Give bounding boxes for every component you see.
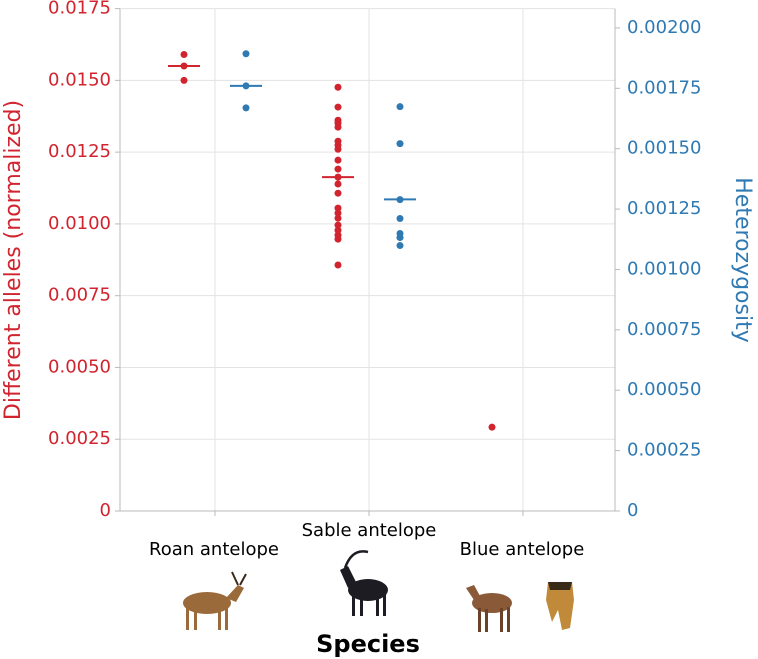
data-point [334, 145, 342, 153]
data-point [242, 50, 250, 58]
y-tick-label: 0.0125 [48, 141, 111, 162]
data-point [334, 83, 342, 91]
y2-tick-label: 0.00025 [627, 440, 701, 461]
y2-tick-label: 0.00100 [627, 258, 701, 279]
y-tick-label: 0.0025 [48, 428, 111, 449]
data-point [334, 180, 342, 188]
x-tick-label: Blue antelope [460, 539, 585, 560]
data-point [488, 423, 496, 431]
data-point [334, 103, 342, 111]
y-tick-label: 0.0150 [48, 69, 111, 90]
y-tick-label: 0 [100, 500, 111, 521]
x-axis-title: Species [316, 630, 420, 658]
data-point [242, 104, 250, 112]
y-tick-label: 0.0175 [48, 0, 111, 19]
y-tick-label: 0.0050 [48, 356, 111, 377]
y2-axis-title: Heterozygosity [730, 177, 755, 342]
data-point [396, 103, 404, 111]
data-point [334, 235, 342, 243]
y2-tick-label: 0.00175 [627, 77, 701, 98]
data-point [334, 209, 342, 217]
data-point [334, 221, 342, 229]
data-point [334, 165, 342, 173]
y2-tick-label: 0.00050 [627, 379, 701, 400]
data-point [334, 156, 342, 164]
data-point [334, 214, 342, 222]
y2-tick-label: 0 [627, 500, 638, 521]
y-tick-label: 0.0100 [48, 213, 111, 234]
y2-tick-label: 0.00075 [627, 319, 701, 340]
blue-antelope-image [466, 582, 574, 632]
y2-tick-label: 0.00150 [627, 138, 701, 159]
data-point [396, 214, 404, 222]
x-tick-label: Roan antelope [149, 539, 279, 560]
y-axis-title: Different alleles (normalized) [1, 100, 26, 420]
data-point [396, 234, 404, 242]
data-point [334, 123, 342, 131]
data-point [180, 51, 188, 59]
sable-antelope-image [340, 550, 388, 616]
data-point [334, 261, 342, 269]
data-point [334, 226, 342, 234]
data-point [180, 76, 188, 84]
data-point [334, 189, 342, 197]
data-point [334, 204, 342, 212]
data-point [396, 242, 404, 250]
data-point [396, 140, 404, 148]
roan-antelope-image [183, 571, 247, 630]
x-tick-label: Sable antelope [302, 520, 437, 541]
y2-tick-label: 0.00125 [627, 198, 701, 219]
y-tick-label: 0.0075 [48, 285, 111, 306]
y2-tick-label: 0.00200 [627, 17, 701, 38]
